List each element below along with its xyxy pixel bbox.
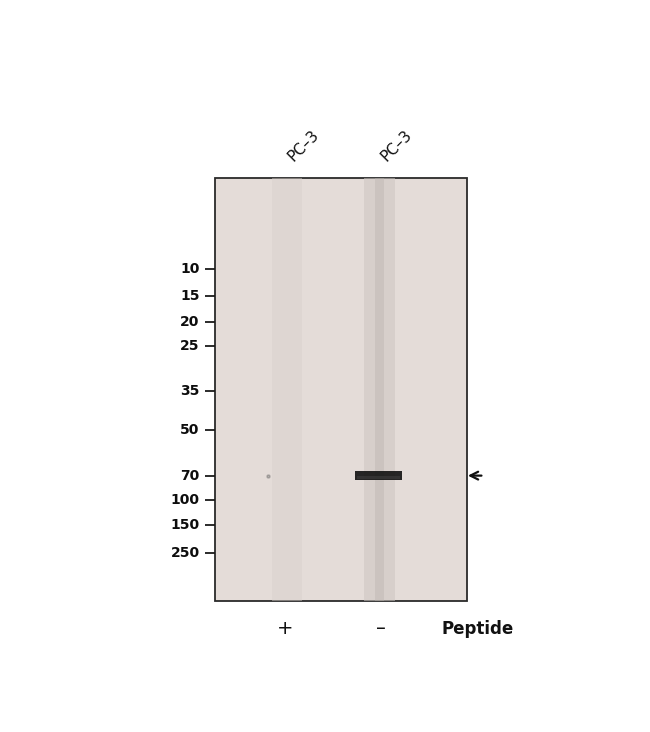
Text: +: + — [277, 619, 294, 638]
Bar — [357, 476, 400, 479]
Text: PC–3: PC–3 — [378, 127, 415, 164]
Bar — [272, 178, 302, 601]
Bar — [214, 178, 467, 601]
Bar — [376, 178, 384, 601]
Text: Peptide: Peptide — [441, 620, 514, 638]
Text: 35: 35 — [180, 384, 200, 398]
Text: 150: 150 — [170, 518, 200, 531]
Text: 250: 250 — [170, 546, 200, 560]
Bar — [365, 178, 395, 601]
Text: 100: 100 — [171, 493, 200, 507]
Text: 70: 70 — [181, 468, 200, 482]
Bar — [354, 471, 402, 480]
Text: 10: 10 — [180, 262, 200, 277]
Text: 25: 25 — [180, 339, 200, 353]
Text: PC–3: PC–3 — [285, 127, 322, 164]
Text: –: – — [376, 619, 386, 638]
Text: 50: 50 — [180, 423, 200, 437]
Text: 15: 15 — [180, 289, 200, 303]
Text: 20: 20 — [180, 315, 200, 329]
